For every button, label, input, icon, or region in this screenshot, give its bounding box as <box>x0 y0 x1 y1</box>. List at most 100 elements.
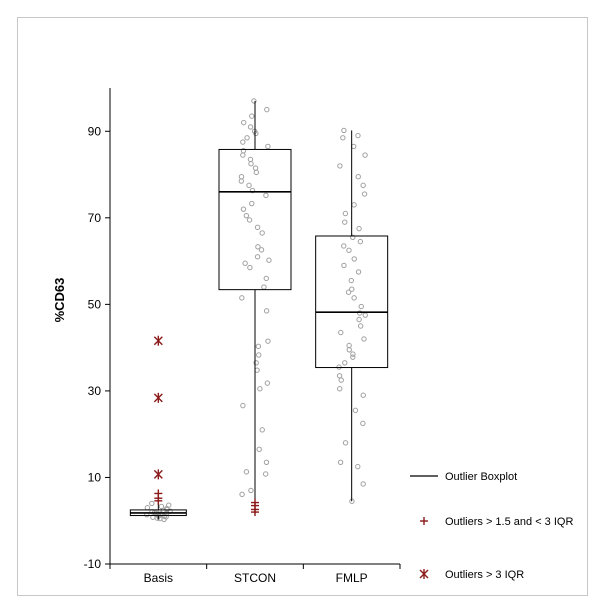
data-point <box>239 491 245 498</box>
data-point <box>351 295 357 301</box>
data-point <box>342 219 348 225</box>
data-point <box>341 262 347 269</box>
data-point <box>337 459 344 466</box>
data-point <box>242 260 248 266</box>
data-point <box>238 178 245 184</box>
data-point <box>357 323 364 329</box>
data-point <box>342 360 348 366</box>
y-tick-label: 10 <box>88 470 102 484</box>
data-point <box>254 367 260 373</box>
data-point <box>263 192 269 199</box>
mild-outlier-marker <box>251 498 259 507</box>
data-point <box>356 225 362 232</box>
data-point <box>355 132 361 139</box>
y-tick-label: -10 <box>84 557 102 571</box>
data-point <box>356 316 362 323</box>
data-point <box>256 352 262 358</box>
data-point <box>351 256 357 262</box>
data-point <box>337 163 343 169</box>
data-point <box>362 312 368 318</box>
data-point <box>240 148 247 154</box>
legend-label: Outliers > 1.5 and < 3 IQR <box>445 516 573 528</box>
data-point <box>256 446 262 453</box>
data-point <box>361 191 368 197</box>
data-point <box>254 224 261 231</box>
data-point <box>350 354 356 360</box>
data-point <box>253 169 260 176</box>
data-point <box>249 187 256 194</box>
data-point <box>247 264 253 271</box>
data-point <box>240 152 246 158</box>
x-tick-label: STCON <box>234 571 276 585</box>
data-point <box>144 505 151 511</box>
data-point <box>158 503 165 510</box>
data-point <box>337 386 343 392</box>
y-tick-label: 30 <box>88 384 102 398</box>
data-points <box>144 98 368 523</box>
boxes <box>129 100 389 520</box>
y-tick-label: 70 <box>88 211 102 225</box>
data-point <box>249 113 255 119</box>
data-point <box>238 174 245 180</box>
box <box>218 148 292 291</box>
data-point <box>149 500 155 507</box>
legend: Outlier Boxplot Outliers > 1.5 and < 3 IQ… <box>410 471 573 581</box>
data-point <box>265 338 271 344</box>
y-tick-label: 50 <box>88 297 102 311</box>
data-point <box>351 202 357 208</box>
data-point <box>351 143 357 150</box>
y-tick-label: 90 <box>88 124 102 138</box>
data-point <box>254 254 261 260</box>
data-point <box>246 182 252 189</box>
data-point <box>346 247 352 253</box>
data-point <box>257 386 263 392</box>
data-point <box>361 336 367 342</box>
data-point <box>341 127 347 134</box>
x-tick-label: Basis <box>144 571 173 585</box>
data-point <box>166 502 172 508</box>
data-point <box>355 463 361 470</box>
data-point <box>255 343 262 350</box>
data-point <box>248 487 254 494</box>
data-point <box>350 351 356 357</box>
data-point <box>341 243 347 249</box>
data-point <box>251 98 257 104</box>
legend-swatch-extreme <box>419 569 429 579</box>
y-axis-label: %CD63 <box>52 278 67 323</box>
data-point <box>338 377 344 383</box>
data-point <box>240 119 247 126</box>
data-point <box>243 212 250 219</box>
data-point <box>358 303 364 310</box>
data-point <box>360 392 366 398</box>
data-point <box>244 135 250 141</box>
outlier-markers <box>153 335 259 517</box>
data-point <box>264 106 270 113</box>
data-point <box>340 135 346 141</box>
data-point <box>342 440 349 446</box>
data-point <box>247 124 254 130</box>
data-point <box>357 310 363 316</box>
data-point <box>357 238 364 245</box>
data-point <box>247 156 254 163</box>
data-point <box>263 459 270 466</box>
data-point <box>263 308 270 314</box>
extreme-outlier-marker <box>153 392 163 403</box>
extreme-outlier-marker <box>153 335 163 346</box>
data-point <box>259 230 265 236</box>
x-tick-label: FMLP <box>336 571 368 585</box>
data-point <box>338 329 344 336</box>
data-point <box>355 174 361 180</box>
data-point <box>345 289 352 295</box>
legend-swatch-mild <box>420 517 428 525</box>
data-point <box>360 182 366 189</box>
data-point <box>348 277 354 284</box>
data-point <box>352 407 359 414</box>
data-point <box>266 257 272 263</box>
data-point <box>263 275 269 282</box>
data-point <box>255 244 261 250</box>
data-point <box>252 165 259 171</box>
data-point <box>259 427 265 433</box>
chart-border <box>17 17 588 596</box>
